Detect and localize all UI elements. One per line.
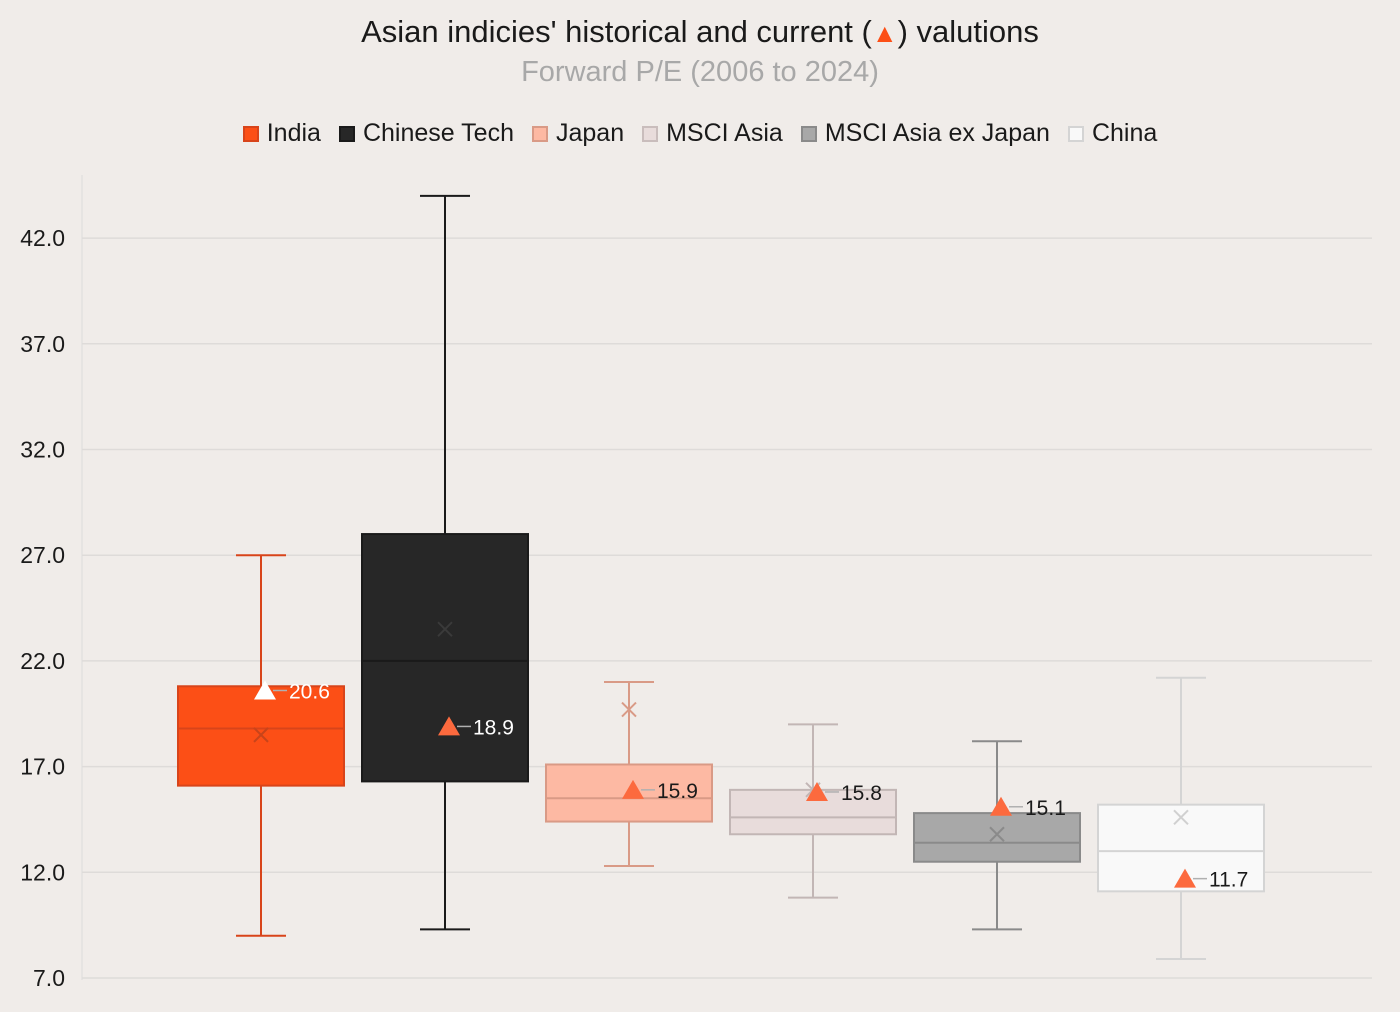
legend-item-msci-asia-ex-japan[interactable]: MSCI Asia ex Japan	[800, 119, 1050, 148]
legend-swatch-icon	[642, 125, 659, 142]
legend-swatch-icon	[338, 125, 355, 142]
current-value-triangle-icon	[1174, 868, 1196, 888]
title-text-after: ) valutions	[897, 14, 1039, 49]
legend-label: MSCI Asia	[666, 119, 783, 147]
y-tick-label: 27.0	[20, 542, 65, 568]
legend: India Chinese Tech Japan MSCI Asia MSCI Asia…	[0, 119, 1400, 148]
iqr-box	[361, 533, 529, 783]
legend-label: Chinese Tech	[362, 119, 514, 147]
current-value-label: 11.7	[1209, 869, 1248, 892]
box-chinese-tech[interactable]: 18.9	[361, 194, 529, 931]
y-tick-label: 17.0	[20, 754, 65, 780]
current-value-triangle-icon	[622, 779, 644, 799]
title-text-before: Asian indicies' historical and current (	[361, 14, 872, 49]
chart-subtitle: Forward P/E (2006 to 2024)	[521, 56, 879, 88]
current-value-label: 15.8	[841, 782, 882, 805]
current-value-label: 20.6	[289, 680, 330, 703]
current-value-triangle-icon	[254, 680, 276, 700]
current-value-triangle-icon	[990, 796, 1012, 816]
mean-x-icon	[437, 621, 453, 637]
y-tick-label: 32.0	[20, 437, 65, 463]
current-value-label: 15.9	[657, 780, 698, 803]
iqr-box	[913, 812, 1081, 863]
box-india[interactable]: 20.6	[177, 554, 345, 937]
y-tick-label: 42.0	[20, 225, 65, 251]
y-tick-label: 22.0	[20, 648, 65, 674]
current-value-label: 18.9	[473, 716, 514, 739]
legend-label: Japan	[555, 119, 625, 147]
box-japan[interactable]: 15.9	[545, 681, 713, 867]
box-china[interactable]: 11.7	[1097, 676, 1265, 960]
box-msci-asia[interactable]: 15.8	[729, 723, 897, 899]
current-value-triangle-icon	[806, 781, 828, 801]
y-tick-label: 7.0	[33, 965, 65, 991]
mean-x-icon	[253, 727, 269, 743]
legend-label: China	[1091, 119, 1158, 147]
legend-item-japan[interactable]: Japan	[531, 119, 625, 148]
current-value-label: 15.1	[1025, 797, 1066, 820]
legend-item-india[interactable]: India	[242, 119, 321, 148]
current-value-triangle-icon	[438, 716, 460, 736]
legend-item-msci-asia[interactable]: MSCI Asia	[642, 119, 783, 148]
legend-item-chinese-tech[interactable]: Chinese Tech	[338, 119, 514, 148]
y-tick-label: 12.0	[20, 859, 65, 885]
y-tick-label: 37.0	[20, 331, 65, 357]
legend-swatch-icon	[800, 125, 817, 142]
triangle-marker-icon: ▲	[871, 18, 898, 48]
chart-title: Asian indicies' historical and current (…	[0, 14, 1400, 50]
legend-label: India	[266, 119, 321, 147]
mean-x-icon	[989, 826, 1005, 842]
legend-label: MSCI Asia ex Japan	[824, 119, 1050, 147]
mean-x-icon	[621, 701, 637, 718]
legend-swatch-icon	[1067, 125, 1084, 142]
box-msci-asia-ex-japan[interactable]: 15.1	[913, 740, 1081, 931]
legend-item-china[interactable]: China	[1067, 119, 1158, 148]
mean-x-icon	[1173, 809, 1189, 826]
legend-swatch-icon	[531, 125, 548, 142]
iqr-box	[177, 685, 345, 787]
legend-swatch-icon	[242, 125, 259, 142]
